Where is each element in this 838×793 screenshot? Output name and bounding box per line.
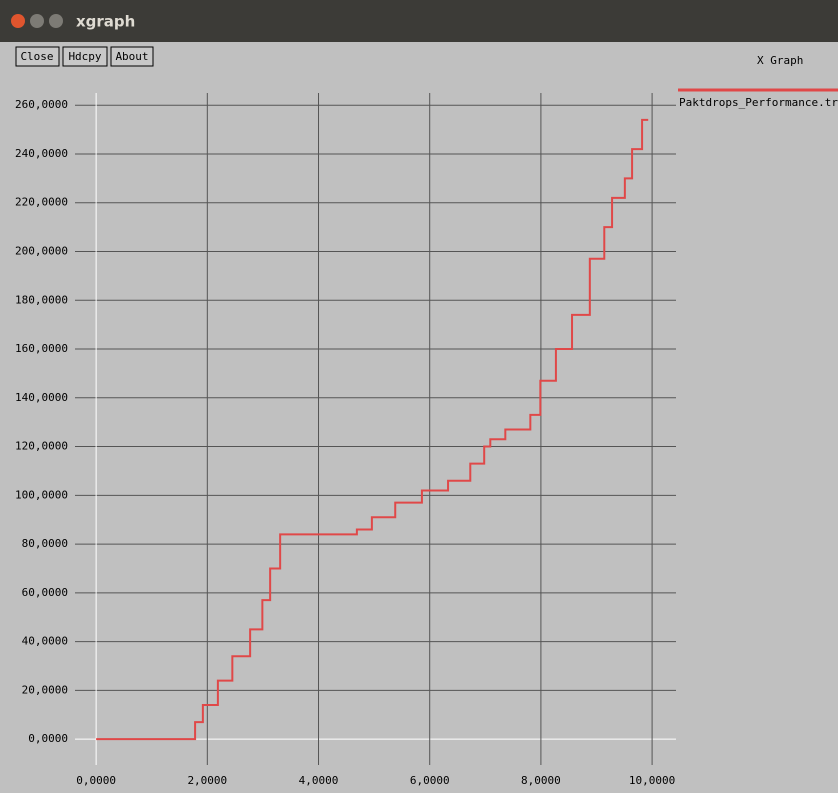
x-tick-label: 10,0000	[629, 774, 675, 787]
button-label: Close	[20, 50, 53, 63]
y-tick-label: 240,0000	[15, 147, 68, 160]
y-tick-label: 40,0000	[22, 635, 68, 648]
maximize-window[interactable]	[49, 14, 63, 28]
y-tick-label: 260,0000	[15, 98, 68, 111]
hdcpy-button[interactable]: Hdcpy	[63, 47, 107, 66]
about-button[interactable]: About	[111, 47, 153, 66]
y-tick-label: 0,0000	[28, 732, 68, 745]
y-tick-label: 60,0000	[22, 586, 68, 599]
x-tick-label: 2,0000	[187, 774, 227, 787]
x-tick-label: 4,0000	[299, 774, 339, 787]
y-tick-label: 20,0000	[22, 683, 68, 696]
y-tick-label: 180,0000	[15, 293, 68, 306]
y-tick-label: 220,0000	[15, 196, 68, 209]
window-background	[0, 0, 838, 793]
close-button[interactable]: Close	[16, 47, 59, 66]
x-tick-label: 8,0000	[521, 774, 561, 787]
y-tick-label: 140,0000	[15, 391, 68, 404]
graph-header: X Graph	[757, 54, 803, 67]
minimize-window[interactable]	[30, 14, 44, 28]
x-tick-label: 6,0000	[410, 774, 450, 787]
y-tick-label: 100,0000	[15, 488, 68, 501]
y-tick-label: 160,0000	[15, 342, 68, 355]
y-tick-label: 200,0000	[15, 244, 68, 257]
close-window[interactable]	[11, 14, 25, 28]
window-title: xgraph	[76, 13, 135, 31]
y-tick-label: 80,0000	[22, 537, 68, 550]
button-label: Hdcpy	[68, 50, 101, 63]
legend-label: Paktdrops_Performance.tr	[679, 96, 838, 109]
y-tick-label: 120,0000	[15, 440, 68, 453]
button-label: About	[115, 50, 148, 63]
x-tick-label: 0,0000	[76, 774, 116, 787]
page: xgraph Close Hdcpy About X Graph 0,0000 2…	[0, 0, 838, 793]
xgraph-window: xgraph Close Hdcpy About X Graph 0,0000 2…	[0, 0, 838, 793]
